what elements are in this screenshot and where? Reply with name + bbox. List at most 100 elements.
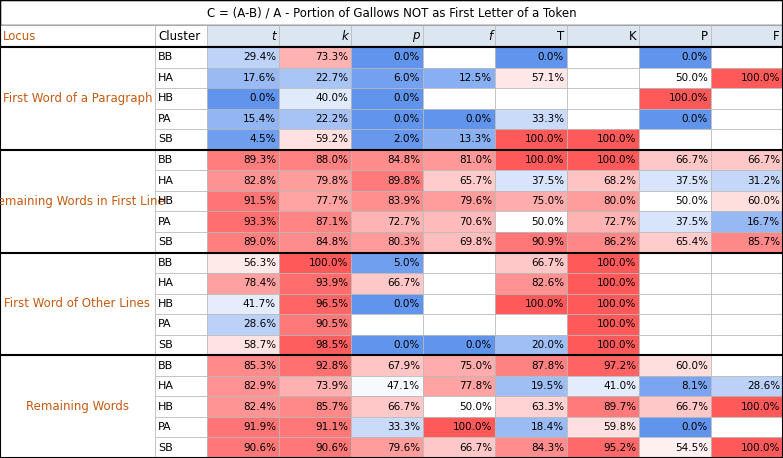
- Text: BB: BB: [158, 360, 173, 371]
- Bar: [423, 294, 495, 314]
- Text: 15.4%: 15.4%: [243, 114, 276, 124]
- Text: 73.3%: 73.3%: [315, 52, 348, 62]
- Text: 40.0%: 40.0%: [315, 93, 348, 104]
- Text: 89.8%: 89.8%: [387, 175, 420, 185]
- Bar: [279, 170, 351, 191]
- Text: 100.0%: 100.0%: [597, 340, 636, 350]
- Bar: [207, 417, 279, 437]
- Bar: [207, 376, 279, 396]
- Bar: [351, 417, 423, 437]
- Text: 100.0%: 100.0%: [597, 135, 636, 144]
- Text: 16.7%: 16.7%: [747, 217, 780, 227]
- Text: 80.3%: 80.3%: [387, 237, 420, 247]
- Text: 97.2%: 97.2%: [603, 360, 636, 371]
- Bar: [207, 191, 279, 212]
- Text: 88.0%: 88.0%: [315, 155, 348, 165]
- Text: 87.1%: 87.1%: [315, 217, 348, 227]
- Text: 2.0%: 2.0%: [394, 135, 420, 144]
- Bar: [495, 212, 567, 232]
- Bar: [351, 129, 423, 150]
- Text: 50.0%: 50.0%: [675, 73, 708, 83]
- Bar: [423, 376, 495, 396]
- Text: 75.0%: 75.0%: [531, 196, 564, 206]
- Text: 75.0%: 75.0%: [459, 360, 492, 371]
- Bar: [0, 150, 155, 252]
- Bar: [567, 25, 639, 47]
- Text: 13.3%: 13.3%: [459, 135, 492, 144]
- Text: First Word of a Paragraph: First Word of a Paragraph: [3, 92, 152, 105]
- Bar: [351, 25, 423, 47]
- Text: 82.6%: 82.6%: [531, 278, 564, 289]
- Bar: [495, 335, 567, 355]
- Text: 4.5%: 4.5%: [250, 135, 276, 144]
- Text: 83.9%: 83.9%: [387, 196, 420, 206]
- Text: 41.7%: 41.7%: [243, 299, 276, 309]
- Bar: [639, 396, 711, 417]
- Bar: [495, 294, 567, 314]
- Text: 12.5%: 12.5%: [459, 73, 492, 83]
- Bar: [207, 232, 279, 252]
- Text: PA: PA: [158, 114, 171, 124]
- Bar: [639, 417, 711, 437]
- Bar: [639, 252, 711, 273]
- Bar: [711, 212, 783, 232]
- Bar: [711, 294, 783, 314]
- Bar: [279, 314, 351, 335]
- Text: HA: HA: [158, 73, 174, 83]
- Bar: [279, 437, 351, 458]
- Bar: [567, 314, 639, 335]
- Bar: [495, 129, 567, 150]
- Bar: [351, 109, 423, 129]
- Bar: [279, 273, 351, 294]
- Text: SB: SB: [158, 237, 173, 247]
- Bar: [567, 191, 639, 212]
- Bar: [495, 355, 567, 376]
- Bar: [207, 109, 279, 129]
- Text: 79.8%: 79.8%: [315, 175, 348, 185]
- Text: 6.0%: 6.0%: [394, 73, 420, 83]
- Bar: [0, 25, 155, 47]
- Text: 65.7%: 65.7%: [459, 175, 492, 185]
- Text: 0.0%: 0.0%: [466, 340, 492, 350]
- Text: 89.3%: 89.3%: [243, 155, 276, 165]
- Bar: [639, 129, 711, 150]
- Bar: [495, 396, 567, 417]
- Text: 91.1%: 91.1%: [315, 422, 348, 432]
- Text: 31.2%: 31.2%: [747, 175, 780, 185]
- Text: 66.7%: 66.7%: [531, 258, 564, 268]
- Bar: [155, 314, 207, 335]
- Text: 0.0%: 0.0%: [682, 422, 708, 432]
- Text: 19.5%: 19.5%: [531, 381, 564, 391]
- Text: 100.0%: 100.0%: [597, 258, 636, 268]
- Bar: [567, 294, 639, 314]
- Bar: [495, 170, 567, 191]
- Text: 92.8%: 92.8%: [315, 360, 348, 371]
- Bar: [567, 212, 639, 232]
- Bar: [207, 67, 279, 88]
- Bar: [351, 396, 423, 417]
- Bar: [155, 355, 207, 376]
- Text: k: k: [341, 29, 348, 43]
- Text: 96.5%: 96.5%: [315, 299, 348, 309]
- Text: Locus: Locus: [3, 29, 36, 43]
- Bar: [351, 335, 423, 355]
- Bar: [207, 252, 279, 273]
- Text: 100.0%: 100.0%: [741, 73, 780, 83]
- Text: 100.0%: 100.0%: [669, 93, 708, 104]
- Bar: [207, 437, 279, 458]
- Bar: [711, 314, 783, 335]
- Bar: [155, 232, 207, 252]
- Text: 73.9%: 73.9%: [315, 381, 348, 391]
- Bar: [279, 396, 351, 417]
- Text: 93.3%: 93.3%: [243, 217, 276, 227]
- Bar: [495, 437, 567, 458]
- Bar: [567, 232, 639, 252]
- Bar: [711, 376, 783, 396]
- Bar: [207, 212, 279, 232]
- Bar: [155, 273, 207, 294]
- Text: 67.9%: 67.9%: [387, 360, 420, 371]
- Text: Remaining Words in First Line: Remaining Words in First Line: [0, 195, 165, 207]
- Bar: [351, 88, 423, 109]
- Text: SB: SB: [158, 340, 173, 350]
- Bar: [207, 150, 279, 170]
